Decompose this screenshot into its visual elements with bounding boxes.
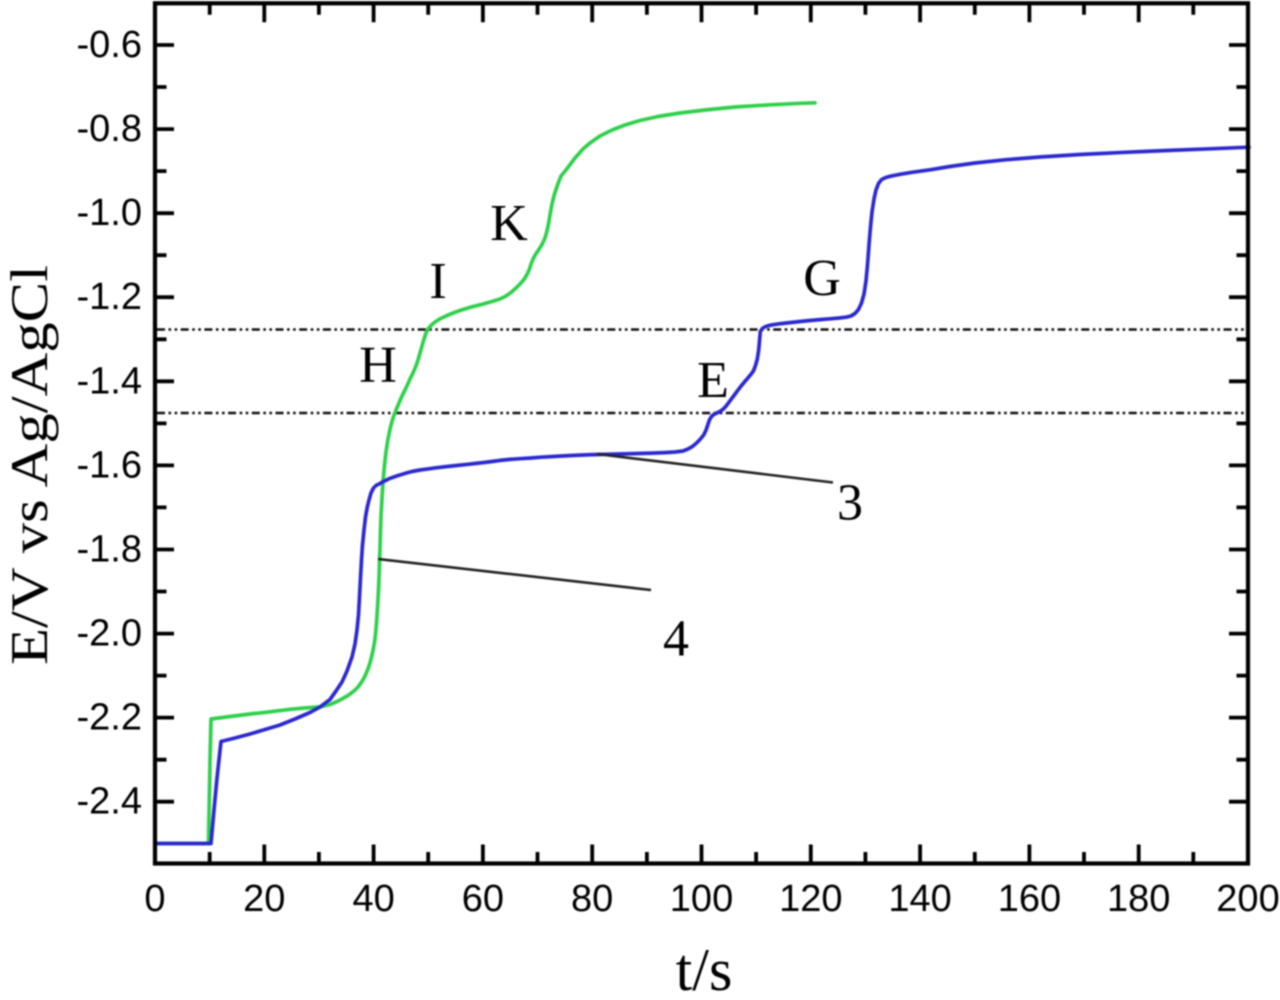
svg-text:160: 160: [998, 878, 1061, 920]
svg-text:-2.0: -2.0: [77, 613, 142, 655]
svg-text:G: G: [803, 250, 841, 307]
svg-text:20: 20: [243, 878, 285, 920]
svg-text:3: 3: [837, 475, 863, 532]
svg-text:-2.4: -2.4: [77, 781, 142, 823]
svg-text:-1.6: -1.6: [77, 444, 142, 486]
svg-text:200: 200: [1216, 878, 1279, 920]
svg-text:0: 0: [144, 878, 165, 920]
svg-text:-2.2: -2.2: [77, 697, 142, 739]
svg-text:I: I: [429, 253, 446, 310]
svg-text:60: 60: [462, 878, 504, 920]
svg-text:t/s: t/s: [676, 937, 733, 1000]
svg-text:180: 180: [1107, 878, 1170, 920]
svg-text:E: E: [697, 352, 729, 409]
svg-text:-1.2: -1.2: [77, 276, 142, 318]
svg-text:E/V vs Ag/AgCl: E/V vs Ag/AgCl: [1, 265, 59, 665]
svg-text:-1.0: -1.0: [77, 192, 142, 234]
svg-text:-0.6: -0.6: [77, 24, 142, 66]
svg-text:100: 100: [670, 878, 733, 920]
svg-text:H: H: [359, 337, 397, 394]
svg-text:K: K: [490, 195, 528, 252]
svg-text:-1.4: -1.4: [77, 360, 142, 402]
svg-text:40: 40: [352, 878, 394, 920]
svg-text:-0.8: -0.8: [77, 108, 142, 150]
svg-text:140: 140: [888, 878, 951, 920]
svg-text:120: 120: [779, 878, 842, 920]
svg-text:4: 4: [663, 611, 689, 668]
svg-text:-1.8: -1.8: [77, 529, 142, 571]
svg-text:80: 80: [571, 878, 613, 920]
